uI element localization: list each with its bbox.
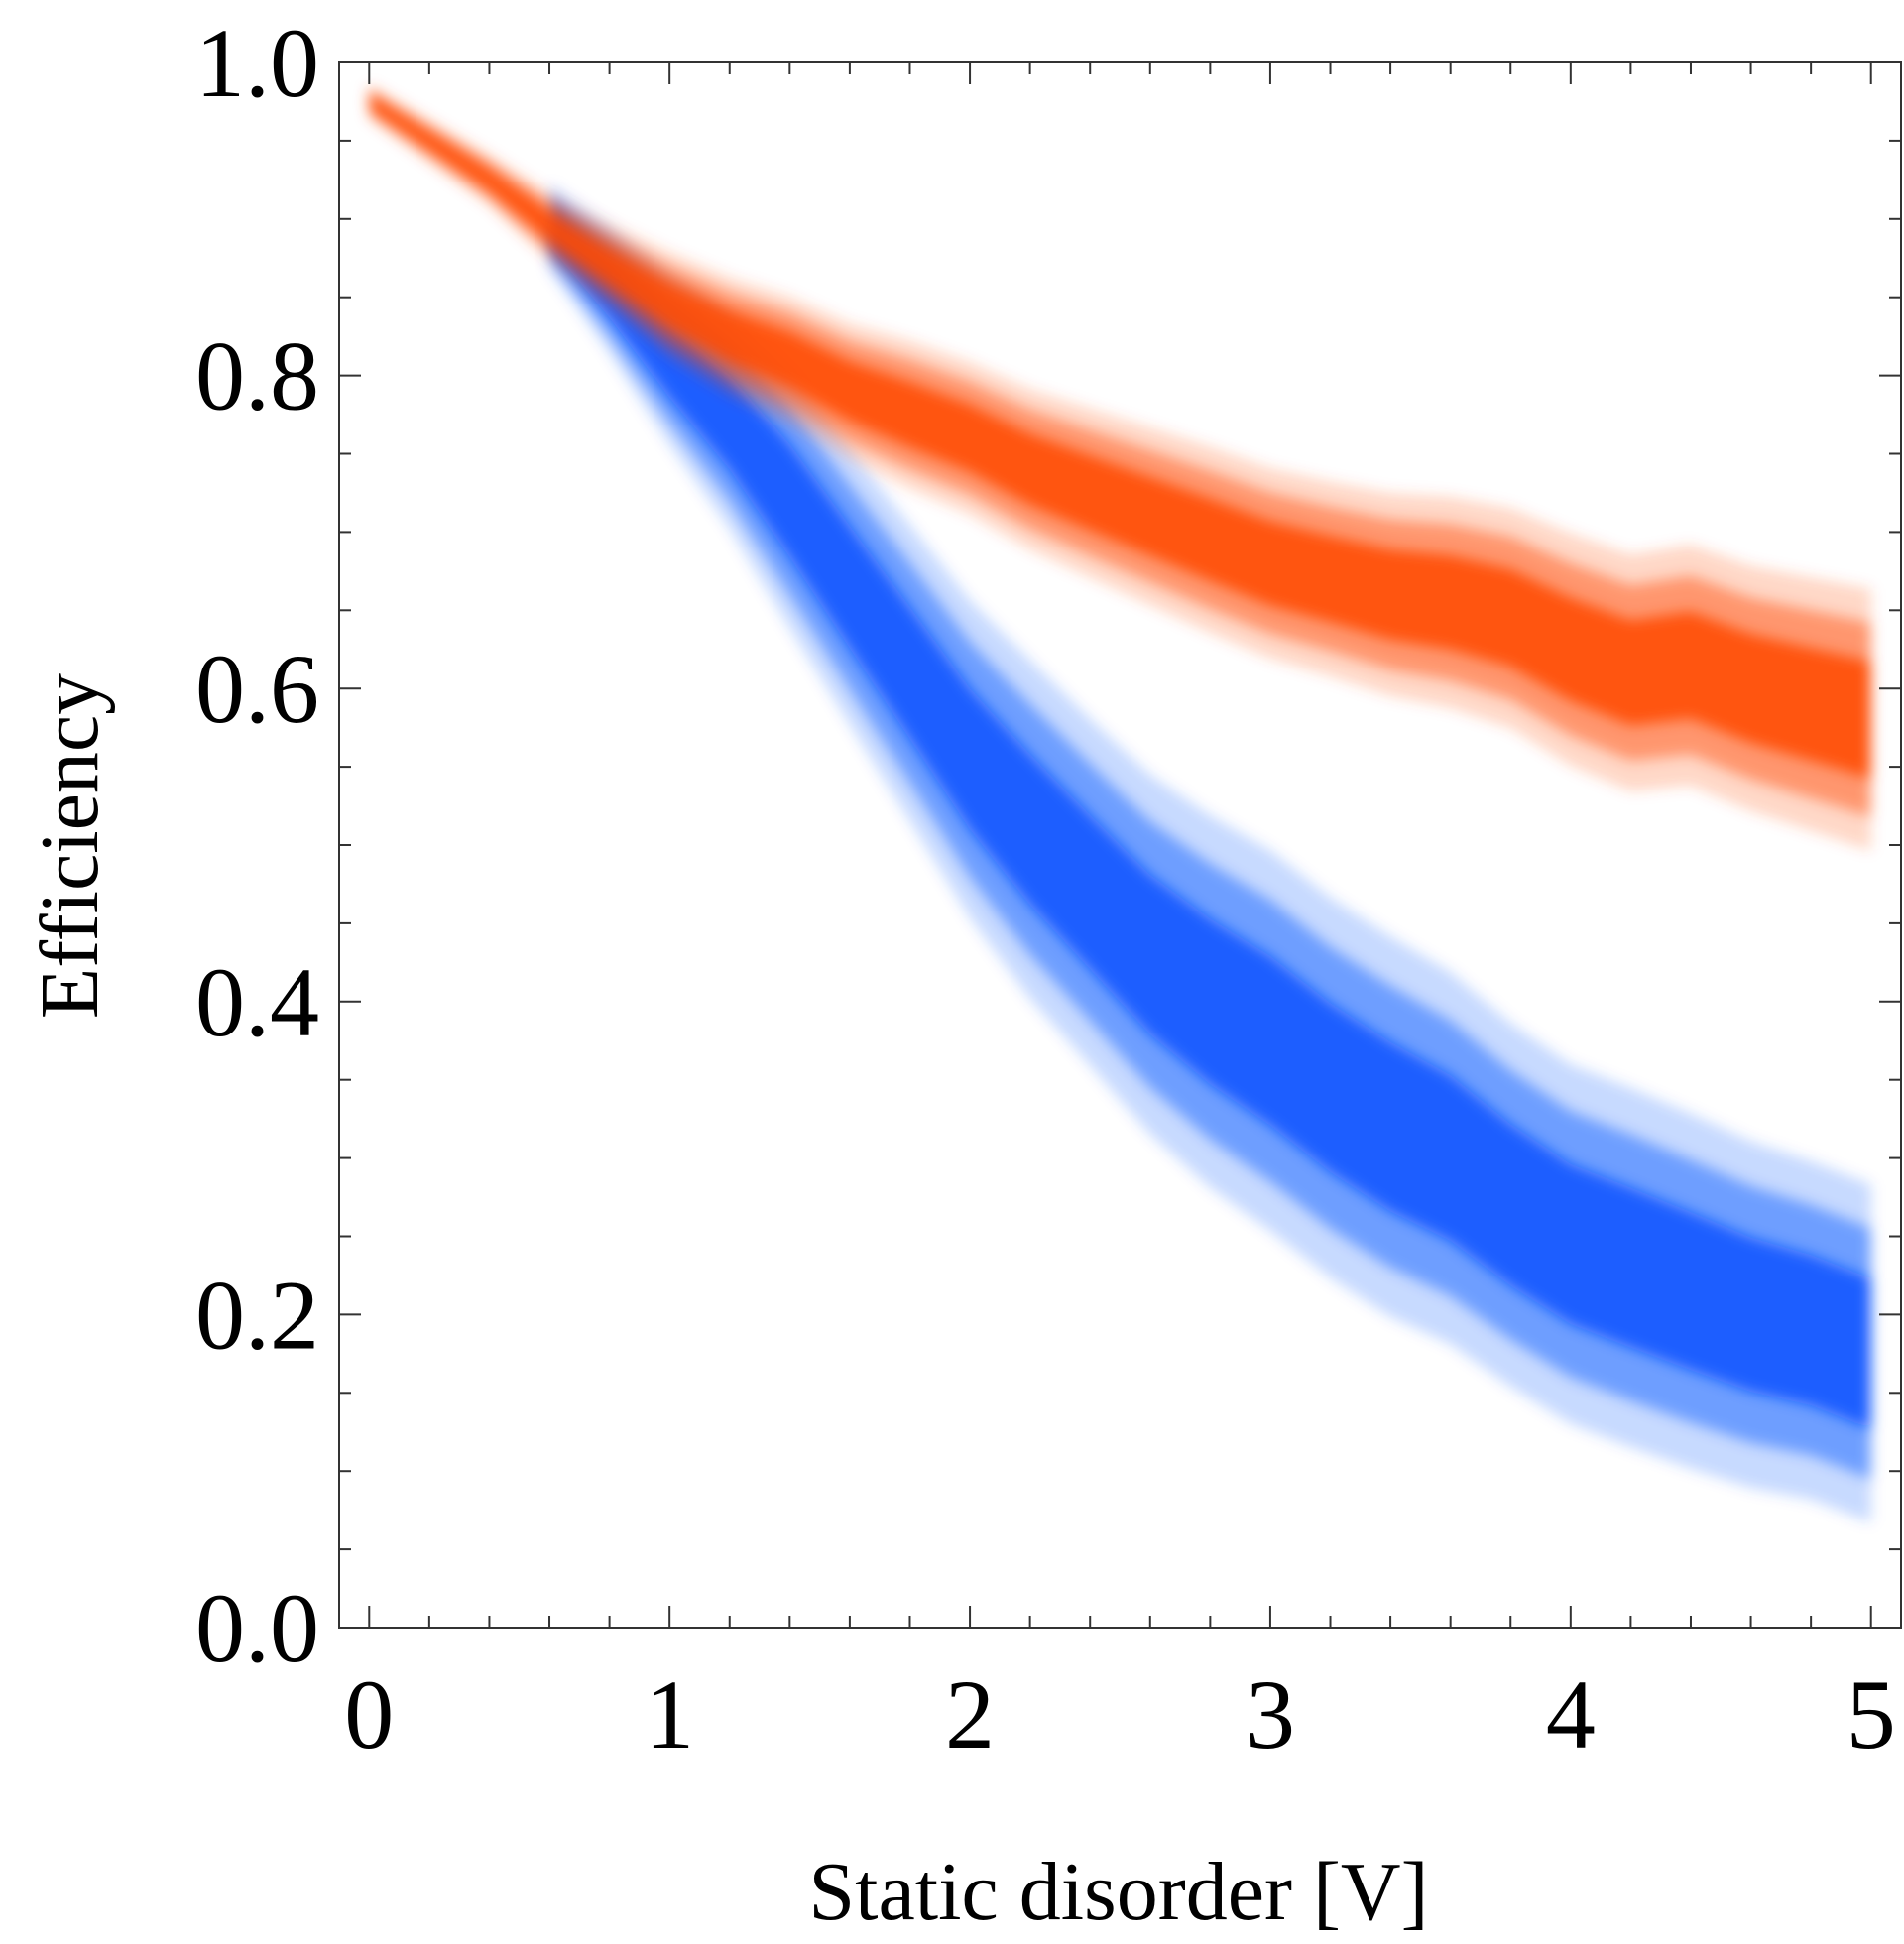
y-tick-label: 1.0 — [195, 8, 319, 118]
band-blue — [549, 184, 1871, 1523]
plot-bands — [369, 84, 1871, 1523]
band-orange — [369, 84, 1871, 851]
axis-ticks — [339, 61, 1901, 1629]
band-orange-layer-2 — [369, 93, 1871, 779]
x-tick-label: 5 — [1846, 1659, 1896, 1769]
y-tick-label: 0.8 — [195, 321, 319, 431]
y-tick-label: 0.2 — [195, 1260, 319, 1370]
y-axis-label: Efficiency — [24, 673, 116, 1019]
y-tick-label: 0.4 — [195, 947, 319, 1057]
y-tick-label: 0.6 — [195, 634, 319, 744]
band-blue-layer-2 — [549, 207, 1871, 1429]
x-axis-label: Static disorder [V] — [808, 1846, 1428, 1938]
tick-labels: 0 1 2 3 4 5 0.0 0.2 0.4 0.6 0.8 1.0 — [195, 8, 1896, 1769]
x-tick-label: 0 — [344, 1659, 394, 1769]
x-tick-label: 3 — [1246, 1659, 1295, 1769]
x-tick-label: 1 — [645, 1659, 694, 1769]
x-tick-label: 4 — [1546, 1659, 1596, 1769]
y-tick-label: 0.0 — [195, 1573, 319, 1683]
x-tick-label: 2 — [945, 1659, 995, 1769]
